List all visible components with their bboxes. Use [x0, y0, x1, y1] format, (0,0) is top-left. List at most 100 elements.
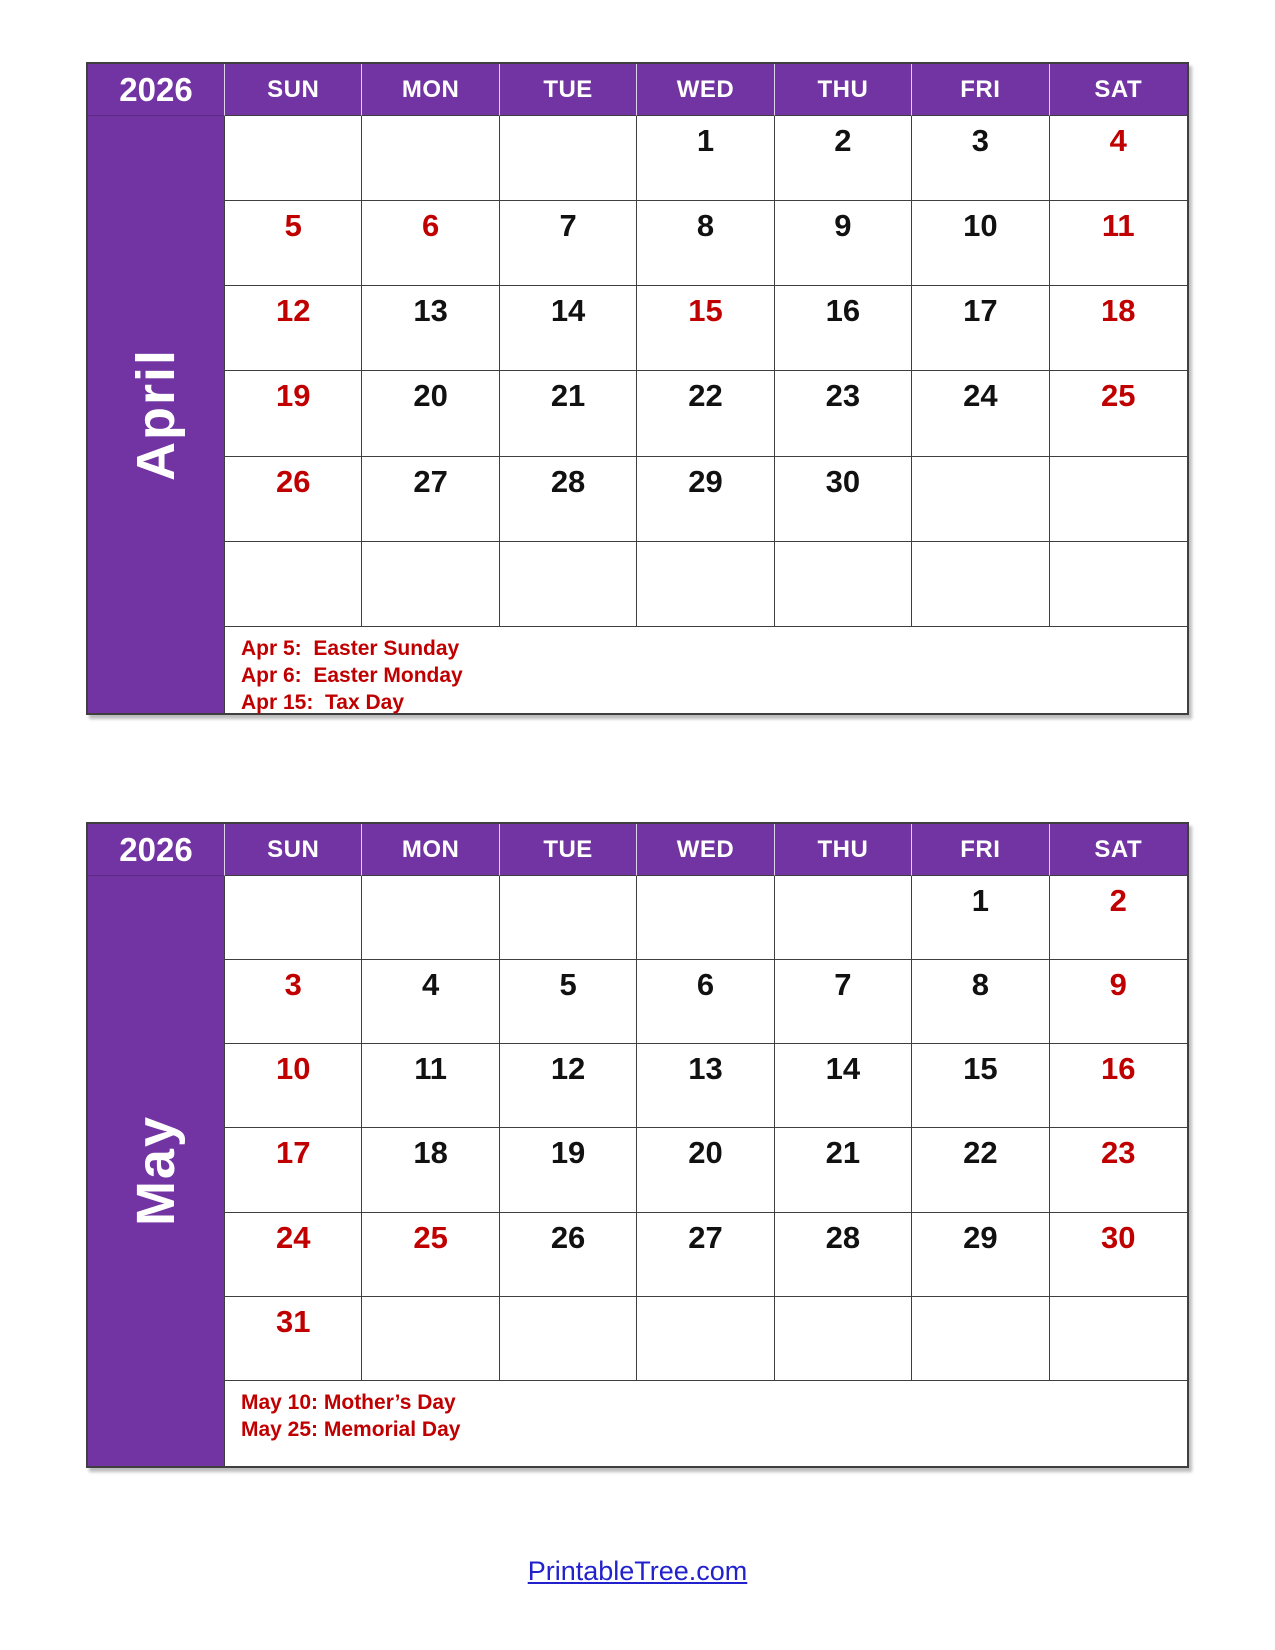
- holiday-note: Apr 15: Tax Day: [241, 690, 405, 714]
- site-link[interactable]: PrintableTree.com: [527, 1556, 748, 1586]
- holiday-note: May 10: Mother’s Day: [241, 1390, 456, 1414]
- day-header-sat: SAT: [1049, 824, 1187, 876]
- day-number: 2: [1109, 883, 1127, 918]
- day-cell: 4: [1049, 116, 1187, 202]
- day-cell: 26: [225, 456, 363, 542]
- day-number: 6: [696, 967, 715, 1003]
- day-cell: 26: [499, 1212, 638, 1297]
- day-number: 28: [550, 463, 586, 499]
- day-number: 25: [1101, 378, 1136, 414]
- day-cell: 4: [362, 960, 500, 1045]
- day-cell: 2: [774, 116, 913, 202]
- day-number: 29: [688, 463, 723, 499]
- day-number: 18: [1101, 293, 1136, 329]
- day-cell: [1049, 456, 1187, 542]
- year-label: 2026: [88, 824, 225, 876]
- day-cell: 30: [1049, 1212, 1187, 1297]
- month-sidebar: May: [88, 876, 225, 1466]
- day-number: 11: [1101, 208, 1135, 244]
- day-cell: [637, 541, 775, 627]
- day-cell: 17: [912, 286, 1050, 372]
- calendar-may: 2026 May May 10: Mother’s Day May 25: Mem…: [86, 822, 1189, 1468]
- day-header-thu: THU: [774, 64, 913, 116]
- day-number: 20: [688, 1135, 723, 1171]
- day-cell: 27: [362, 456, 500, 542]
- day-cell: 8: [637, 201, 775, 287]
- day-header-wed: WED: [637, 64, 775, 116]
- day-cell: [499, 1296, 638, 1381]
- day-header-sun: SUN: [225, 64, 363, 116]
- day-cell: 1: [637, 116, 775, 202]
- day-cell: 13: [637, 1044, 775, 1129]
- day-cell: [225, 116, 363, 202]
- day-number: 25: [413, 1219, 448, 1255]
- day-cell: 25: [362, 1212, 500, 1297]
- day-number: 4: [1109, 123, 1127, 158]
- day-cell: 21: [499, 371, 638, 457]
- day-cell: [1049, 1296, 1187, 1381]
- day-number: 5: [284, 208, 302, 244]
- year-label: 2026: [88, 64, 225, 116]
- day-cell: 20: [362, 371, 500, 457]
- day-cell: 23: [774, 371, 913, 457]
- day-cell: [774, 876, 913, 961]
- day-cell: 9: [1049, 960, 1187, 1045]
- day-number: 23: [1101, 1135, 1136, 1171]
- day-cell: 23: [1049, 1128, 1187, 1213]
- day-cell: 12: [499, 1044, 638, 1129]
- day-cell: 3: [912, 116, 1050, 202]
- day-number: 2: [834, 123, 852, 158]
- day-cell: 31: [225, 1296, 363, 1381]
- day-cell: [362, 876, 500, 961]
- day-cell: 3: [225, 960, 363, 1045]
- day-cell: 5: [225, 201, 363, 287]
- day-cell: 15: [637, 286, 775, 372]
- day-number: 31: [275, 1303, 311, 1339]
- day-number: 7: [834, 967, 852, 1003]
- day-number: 30: [1101, 1219, 1136, 1255]
- day-number: 16: [825, 293, 861, 329]
- day-number: 15: [963, 1051, 998, 1087]
- day-header-sat: SAT: [1049, 64, 1187, 116]
- day-cell: 18: [1049, 286, 1187, 372]
- day-number: 13: [413, 293, 448, 329]
- day-number: 17: [963, 293, 998, 329]
- day-cell: [499, 541, 638, 627]
- day-cell: 7: [774, 960, 913, 1045]
- holiday-notes: Apr 5: Easter Sunday Apr 6: Easter Monday…: [225, 626, 1187, 714]
- day-header-mon: MON: [362, 64, 500, 116]
- holiday-note: May 25: Memorial Day: [241, 1417, 461, 1441]
- day-cell: 24: [225, 1212, 363, 1297]
- month-sidebar: April: [88, 116, 225, 713]
- day-number: 29: [963, 1219, 998, 1255]
- day-number: 9: [834, 208, 852, 244]
- day-cell: 19: [225, 371, 363, 457]
- day-number: 14: [550, 293, 586, 329]
- day-cell: [362, 541, 500, 627]
- day-cell: 14: [774, 1044, 913, 1129]
- day-cell: [362, 116, 500, 202]
- day-cell: 27: [637, 1212, 775, 1297]
- day-number: 16: [1101, 1051, 1136, 1087]
- holiday-note: Apr 6: Easter Monday: [241, 663, 463, 687]
- holiday-notes: May 10: Mother’s Day May 25: Memorial Day: [225, 1380, 1187, 1466]
- day-cell: 2: [1049, 876, 1187, 961]
- day-cell: 16: [774, 286, 913, 372]
- day-cell: [912, 1296, 1050, 1381]
- day-cell: 29: [912, 1212, 1050, 1297]
- day-cell: 28: [499, 456, 638, 542]
- day-header-sun: SUN: [225, 824, 363, 876]
- day-number: 24: [275, 1219, 311, 1255]
- day-cell: 17: [225, 1128, 363, 1213]
- day-number: 7: [559, 208, 577, 244]
- month-label: April: [126, 347, 186, 481]
- day-number: 12: [275, 293, 311, 329]
- day-cell: 9: [774, 201, 913, 287]
- day-cell: 6: [362, 201, 500, 287]
- day-number: 17: [275, 1135, 311, 1171]
- day-header-mon: MON: [362, 824, 500, 876]
- day-number: 8: [696, 208, 715, 244]
- day-cell: 8: [912, 960, 1050, 1045]
- day-number: 28: [825, 1219, 861, 1255]
